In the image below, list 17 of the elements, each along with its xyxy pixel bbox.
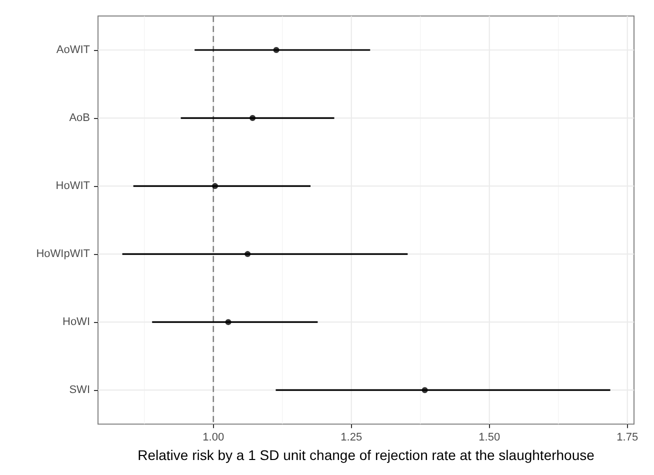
y-tick-label: HoWIpWIT xyxy=(36,248,90,260)
point xyxy=(422,387,428,394)
x-tick-label: 1.00 xyxy=(202,432,224,444)
y-tick-label: AoB xyxy=(69,112,90,124)
point xyxy=(212,183,218,190)
point xyxy=(225,319,232,326)
point xyxy=(250,115,256,122)
point xyxy=(244,251,251,258)
x-tick-label: 1.75 xyxy=(616,432,638,444)
y-tick-label: HoWIT xyxy=(56,180,90,192)
x-axis-title: Relative risk by a 1 SD unit change of rejection rate at the slaughterhouse xyxy=(138,447,595,463)
x-tick-label: 1.25 xyxy=(340,432,362,444)
y-tick-label: SWI xyxy=(69,384,90,396)
y-tick-label: HoWI xyxy=(62,316,90,328)
y-tick-label: AoWIT xyxy=(56,44,90,56)
point xyxy=(273,47,280,54)
x-tick-label: 1.50 xyxy=(478,432,500,444)
